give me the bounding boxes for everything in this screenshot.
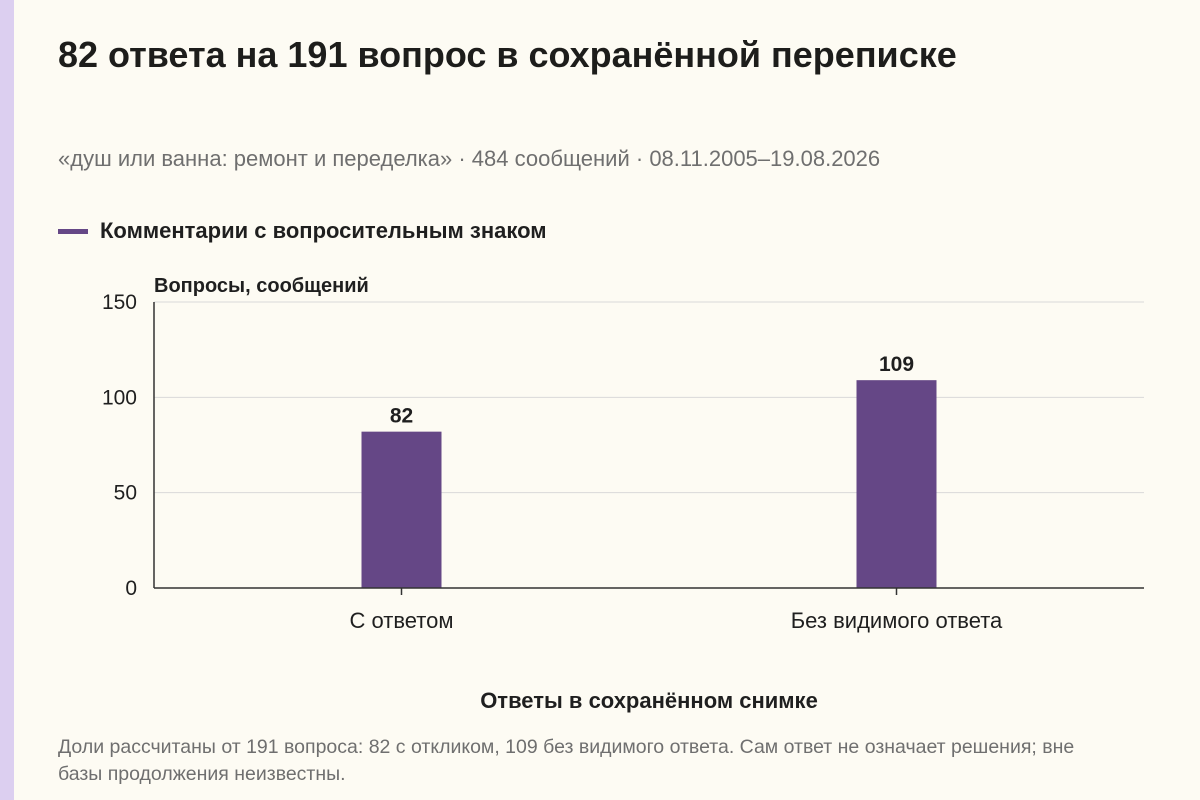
- x-tick-label: Без видимого ответа: [791, 608, 1003, 633]
- y-tick-label: 150: [102, 291, 137, 314]
- y-tick-label: 100: [102, 386, 137, 409]
- legend-swatch: [58, 228, 88, 234]
- y-tick-label: 0: [125, 577, 137, 600]
- bar: [361, 431, 442, 588]
- chart-title: 82 ответа на 191 вопрос в сохранённой пе…: [58, 34, 957, 75]
- gridlines: [154, 301, 1144, 494]
- y-ticks: 0 50 100 150: [102, 291, 137, 600]
- footnote: Доли рассчитаны от 191 вопроса: 82 с отк…: [58, 736, 1075, 785]
- bar-chart: Вопросы, сообщений 0 50 100 150 82 109 С отв…: [102, 275, 1144, 713]
- bar: [856, 380, 937, 588]
- y-axis-label: Вопросы, сообщений: [154, 275, 369, 297]
- bar-value-labels: 82 109: [390, 353, 914, 427]
- y-tick-label: 50: [114, 482, 137, 505]
- x-axis-label: Ответы в сохранённом снимке: [480, 688, 818, 713]
- bar-value-label: 82: [390, 405, 413, 428]
- bars: [361, 380, 937, 588]
- bar-value-label: 109: [879, 353, 914, 376]
- x-ticks: С ответом Без видимого ответа: [350, 588, 1003, 633]
- legend: Комментарии с вопросительным знаком: [58, 218, 547, 244]
- left-accent-stripe: [0, 0, 14, 800]
- chart-subtitle: «душ или ванна: ремонт и переделка» · 48…: [58, 146, 881, 171]
- x-tick-label: С ответом: [350, 608, 454, 633]
- legend-label: Комментарии с вопросительным знаком: [100, 218, 547, 243]
